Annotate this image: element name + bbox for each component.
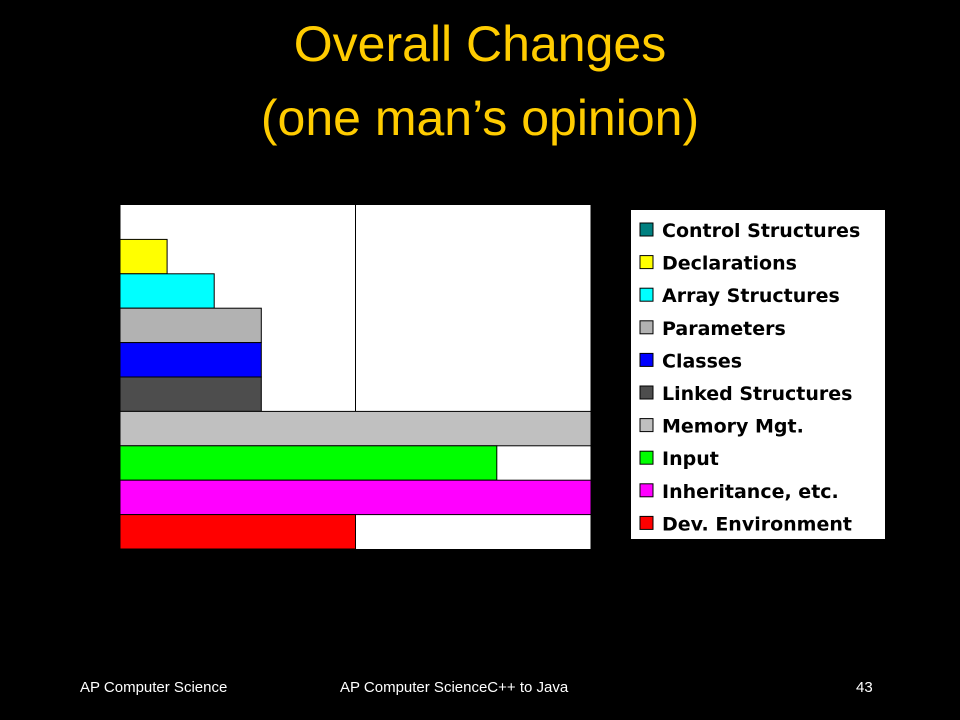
legend-label-inheritance-etc: Inheritance, etc. [662, 481, 839, 503]
legend-label-parameters: Parameters [662, 318, 786, 340]
slide-title-line-1: Overall Changes [293, 16, 667, 72]
footer-subtitle: AP Computer ScienceC++ to Java [340, 679, 569, 696]
legend-box [629, 208, 887, 541]
bar-declarations [119, 238, 168, 275]
legend-label-array-structures: Array Structures [662, 285, 840, 307]
footer-course: AP Computer Science [80, 679, 228, 696]
slide-title-line-2: (one man’s opinion) [260, 90, 700, 146]
bar-dev-environment [119, 514, 356, 550]
legend-swatch-memory-mgt [639, 418, 654, 433]
legend-label-input: Input [662, 448, 719, 470]
legend-swatch-parameters [639, 320, 654, 335]
x-tick-label-1: 50 [339, 576, 371, 602]
legend-swatch-dev-environment [639, 515, 654, 530]
legend-label-memory-mgt: Memory Mgt. [662, 416, 804, 438]
legend-swatch-inheritance-etc [639, 483, 654, 498]
page-number: 43 [856, 679, 873, 696]
legend-swatch-control-structures [639, 222, 654, 237]
bar-array-structures [119, 273, 215, 309]
x-tick-label-2: 100 [567, 576, 615, 602]
legend-swatch-array-structures [639, 287, 654, 302]
bar-input [119, 445, 498, 481]
legend: Control Structures Declarations Array Stru… [629, 208, 887, 541]
legend-swatch-input [639, 450, 654, 465]
bar-parameters [119, 307, 262, 344]
x-tick-labels: 0 50 100 [112, 576, 615, 602]
y-axis [113, 204, 592, 555]
bar-memory-mgt [119, 410, 592, 447]
legend-label-declarations: Declarations [662, 253, 797, 275]
bar-classes [119, 342, 262, 378]
legend-swatch-declarations [639, 255, 654, 270]
legend-swatch-linked-structures [639, 385, 654, 400]
bar-inheritance-etc [119, 479, 592, 516]
legend-swatch-classes [639, 352, 654, 367]
bar-linked-structures [119, 376, 262, 412]
legend-label-control-structures: Control Structures [662, 220, 860, 242]
x-tick-label-0: 0 [112, 576, 128, 602]
legend-label-linked-structures: Linked Structures [662, 383, 852, 405]
legend-label-dev-environment: Dev. Environment [662, 513, 852, 535]
legend-label-classes: Classes [662, 350, 742, 372]
